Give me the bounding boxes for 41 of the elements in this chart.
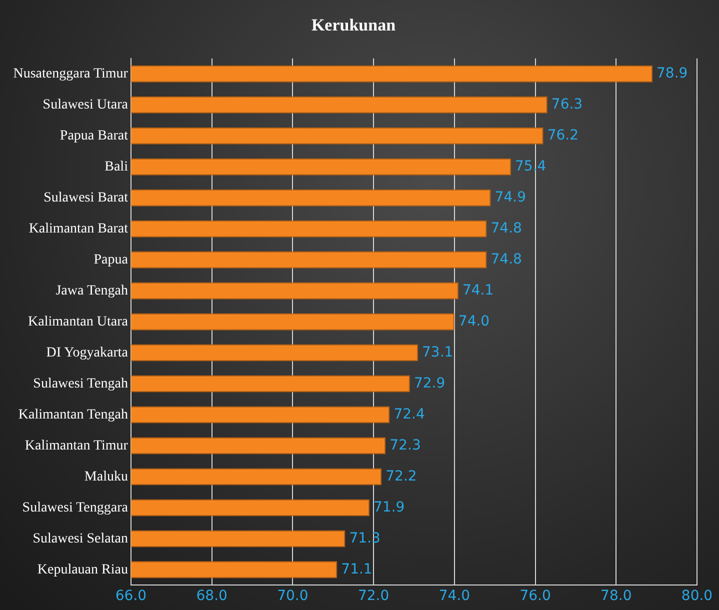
x-tick-label: 74.0: [438, 588, 470, 604]
data-label: 72.4: [394, 406, 425, 422]
x-tick-label: 66.0: [115, 588, 147, 604]
data-label: 73.1: [422, 344, 454, 360]
y-tick-label: Kalimantan Utara: [28, 314, 129, 330]
y-tick-label: DI Yogyakarta: [46, 345, 129, 360]
y-tick-label: Bali: [104, 160, 128, 175]
y-tick-label: Sulawesi Selatan: [32, 531, 128, 546]
data-label: 72.3: [390, 437, 421, 454]
data-label: 74.8: [490, 220, 522, 236]
data-label: 72.9: [414, 375, 446, 392]
y-tick-label: Maluku: [84, 469, 128, 484]
data-label: 74.1: [462, 282, 494, 298]
x-tick-label: 70.0: [277, 588, 308, 604]
y-tick-label: Nusatenggara Timur: [13, 66, 128, 82]
x-tick-label: 80.0: [681, 588, 713, 604]
y-tick-label: Papua: [94, 252, 129, 268]
y-tick-label: Kalimantan Tengah: [18, 407, 128, 422]
y-tick-label: Sulawesi Barat: [44, 190, 128, 206]
data-label: 72.2: [386, 468, 417, 484]
chart-title: Kerukunan: [311, 16, 396, 35]
data-label: 71.1: [341, 561, 372, 578]
y-tick-label: Kalimantan Barat: [28, 222, 128, 237]
data-label: 76.3: [551, 96, 583, 113]
x-tick-label: 78.0: [600, 588, 632, 604]
y-tick-label: Jawa Tengah: [56, 283, 128, 298]
data-label: 74.0: [458, 313, 490, 330]
y-tick-label: Sulawesi Tengah: [33, 376, 128, 392]
x-tick-label: 76.0: [520, 588, 551, 604]
data-label: 71.9: [374, 499, 405, 516]
data-label: 74.8: [490, 251, 522, 268]
x-tick-label: 68.0: [196, 588, 228, 604]
y-tick-label: Kepulauan Riau: [37, 562, 128, 578]
data-label: 78.9: [656, 66, 688, 82]
x-tick-label: 72.0: [358, 588, 390, 604]
y-tick-label: Papua Barat: [60, 128, 128, 144]
y-tick-label: Sulawesi Tenggara: [22, 500, 129, 516]
data-label: 74.9: [494, 189, 526, 206]
data-label: 76.2: [547, 128, 579, 144]
y-tick-label: Sulawesi Utara: [42, 98, 129, 113]
y-tick-label: Kalimantan Timur: [24, 438, 128, 454]
